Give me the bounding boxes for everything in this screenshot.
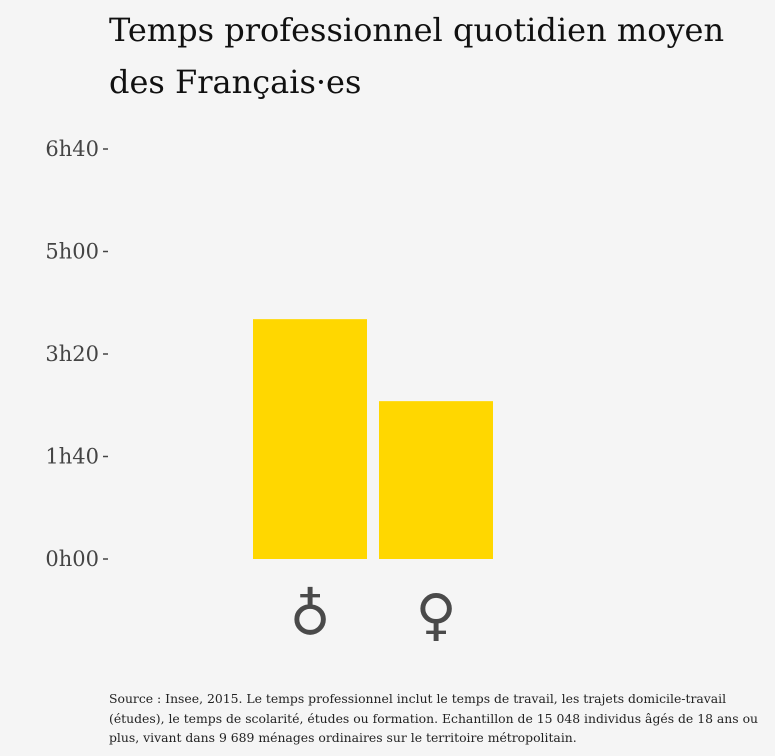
female-symbol-icon: ♀: [415, 583, 456, 648]
y-axis: 0h00 1h40 3h20 5h00 6h40: [45, 137, 108, 571]
y-tick-label: 0h00: [45, 547, 99, 571]
chart-title: Temps professionnel quotidien moyen des …: [109, 11, 725, 101]
x-axis: ♁ ♀: [289, 583, 456, 648]
y-tick-label: 6h40: [45, 137, 99, 161]
bar-0: [253, 319, 367, 559]
bars: [253, 319, 493, 559]
y-tick-label: 5h00: [45, 240, 99, 264]
y-tick-label: 1h40: [45, 445, 99, 469]
y-tick-label: 3h20: [45, 342, 99, 366]
source-note: Source : Insee, 2015. Le temps professio…: [109, 691, 759, 745]
male-symbol-icon: ♁: [289, 583, 330, 648]
bar-1: [379, 401, 493, 559]
